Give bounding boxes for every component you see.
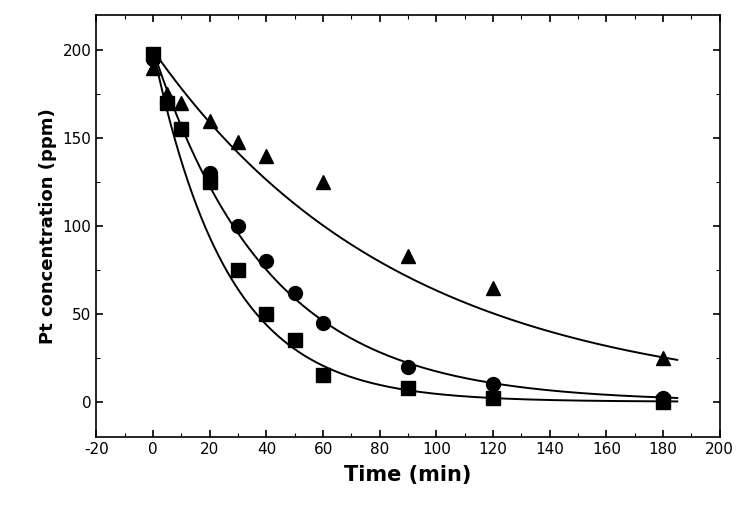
X-axis label: Time (min): Time (min): [344, 465, 472, 485]
Y-axis label: Pt concentration (ppm): Pt concentration (ppm): [39, 108, 57, 344]
